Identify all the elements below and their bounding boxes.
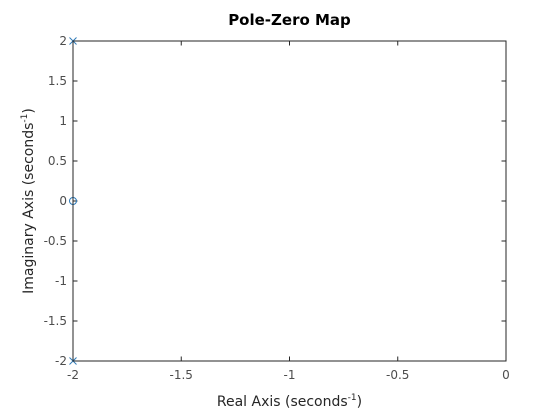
x-tick-label: -1.5 [170,368,193,382]
y-tick-label: -2 [55,354,67,368]
ticks-layer: -2 -1.5 -1 -0.5 0 2 1.5 1 0.5 0 -0.5 -1 -1.5 -2 [44,34,510,382]
chart-title: Pole-Zero Map [228,11,351,29]
plot-frame [72,40,507,362]
y-axis-label-main: Imaginary Axis (seconds [21,123,37,294]
y-tick-label: 2 [59,34,67,48]
x-tick-label: -1 [284,368,296,382]
x-axis-label: Real Axis (seconds-1) [217,393,362,410]
y-axis-label-close: ) [21,108,37,113]
y-tick-label: -1.5 [44,314,67,328]
plot-background [73,41,506,361]
y-axis-label: Imaginary Axis (seconds-1) [20,108,37,294]
x-axis-label-superscript: -1 [348,393,357,403]
y-tick-label: 0 [59,194,67,208]
x-tick-label: -2 [67,368,79,382]
x-tick-label: -0.5 [386,368,409,382]
y-axis-label-superscript: -1 [20,114,30,123]
y-tick-label: 1.5 [48,74,67,88]
y-tick-label: 1 [59,114,67,128]
y-tick-label: -1 [55,274,67,288]
y-tick-label: 0.5 [48,154,67,168]
x-axis-label-close: ) [357,394,362,410]
y-tick-label: -0.5 [44,234,67,248]
x-tick-label: 0 [502,368,510,382]
x-axis-label-main: Real Axis (seconds [217,394,348,410]
